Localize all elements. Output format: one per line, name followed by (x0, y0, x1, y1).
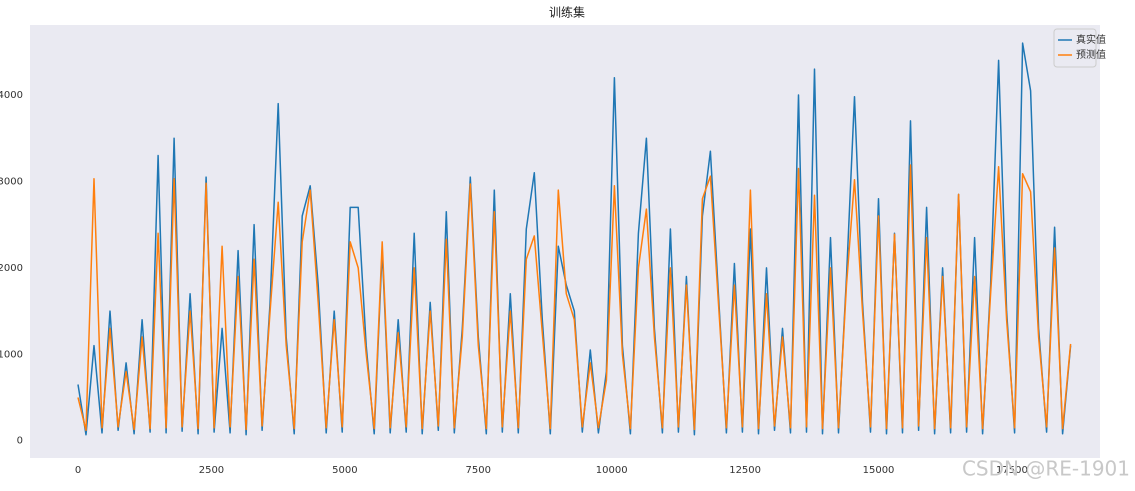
y-tick-label: 2000 (0, 263, 23, 274)
legend-label: 预测值 (1076, 48, 1106, 61)
x-tick-label: 17500 (996, 465, 1028, 476)
x-tick-label: 10000 (596, 465, 628, 476)
x-tick-label: 5000 (332, 465, 357, 476)
legend-label: 真实值 (1076, 33, 1106, 46)
y-tick-label: 4000 (0, 90, 23, 101)
x-tick-label: 0 (75, 465, 81, 476)
x-tick-label: 12500 (729, 465, 761, 476)
plot-area (30, 25, 1100, 458)
x-tick-label: 7500 (466, 465, 491, 476)
x-tick-label: 2500 (199, 465, 224, 476)
y-tick-label: 3000 (0, 176, 23, 187)
watermark: CSDN @RE-1901 (962, 457, 1130, 481)
y-tick-label: 1000 (0, 349, 23, 360)
x-tick-label: 15000 (863, 465, 895, 476)
chart-title: 训练集 (549, 5, 585, 20)
series-line (77, 164, 1072, 432)
y-tick-label: 0 (17, 436, 23, 447)
legend-box (1053, 28, 1097, 68)
